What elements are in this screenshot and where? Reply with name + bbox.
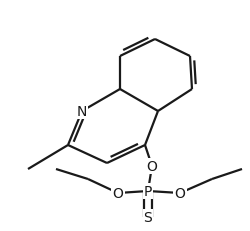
Text: O: O — [146, 159, 158, 173]
Text: P: P — [144, 184, 152, 198]
Text: S: S — [144, 210, 152, 224]
Text: O: O — [174, 186, 186, 200]
Text: N: N — [77, 105, 87, 119]
Text: O: O — [112, 186, 124, 200]
